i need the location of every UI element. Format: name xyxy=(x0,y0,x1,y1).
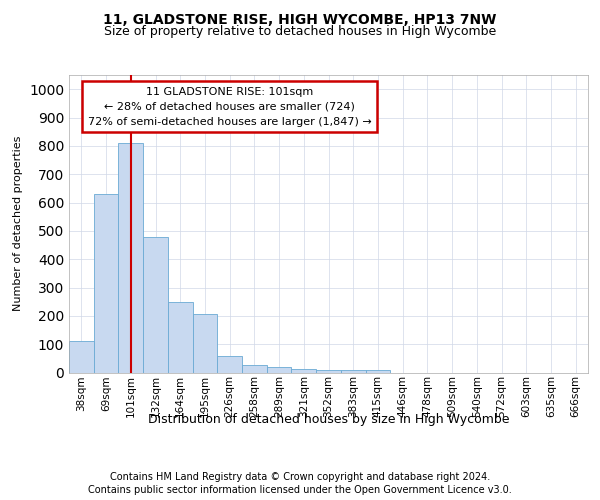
Bar xyxy=(341,370,365,372)
Bar xyxy=(365,370,390,372)
Text: Size of property relative to detached houses in High Wycombe: Size of property relative to detached ho… xyxy=(104,25,496,38)
Bar xyxy=(316,370,341,372)
Y-axis label: Number of detached properties: Number of detached properties xyxy=(13,136,23,312)
Bar xyxy=(168,302,193,372)
Bar xyxy=(292,369,316,372)
Bar xyxy=(267,368,292,372)
Bar xyxy=(193,314,217,372)
Text: Contains HM Land Registry data © Crown copyright and database right 2024.: Contains HM Land Registry data © Crown c… xyxy=(110,472,490,482)
Bar xyxy=(94,194,118,372)
Bar xyxy=(217,356,242,372)
Text: 11 GLADSTONE RISE: 101sqm
← 28% of detached houses are smaller (724)
72% of semi: 11 GLADSTONE RISE: 101sqm ← 28% of detac… xyxy=(88,87,372,126)
Bar xyxy=(143,236,168,372)
Text: 11, GLADSTONE RISE, HIGH WYCOMBE, HP13 7NW: 11, GLADSTONE RISE, HIGH WYCOMBE, HP13 7… xyxy=(103,12,497,26)
Text: Distribution of detached houses by size in High Wycombe: Distribution of detached houses by size … xyxy=(148,412,509,426)
Bar xyxy=(69,342,94,372)
Text: Contains public sector information licensed under the Open Government Licence v3: Contains public sector information licen… xyxy=(88,485,512,495)
Bar xyxy=(118,143,143,372)
Bar xyxy=(242,364,267,372)
